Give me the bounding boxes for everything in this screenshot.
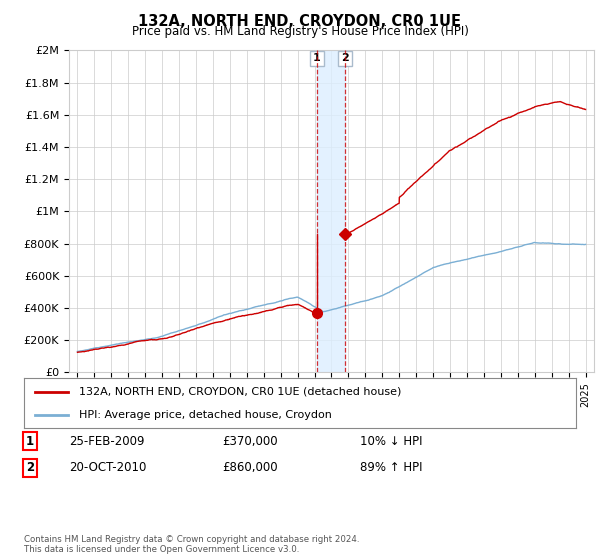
Text: 132A, NORTH END, CROYDON, CR0 1UE (detached house): 132A, NORTH END, CROYDON, CR0 1UE (detac… [79,386,401,396]
Text: HPI: Average price, detached house, Croydon: HPI: Average price, detached house, Croy… [79,410,332,420]
Text: 2: 2 [26,461,34,474]
Text: £860,000: £860,000 [222,461,278,474]
Text: £370,000: £370,000 [222,435,278,448]
Text: 2: 2 [341,53,349,63]
Text: 25-FEB-2009: 25-FEB-2009 [69,435,145,448]
Text: Price paid vs. HM Land Registry's House Price Index (HPI): Price paid vs. HM Land Registry's House … [131,25,469,38]
Text: 132A, NORTH END, CROYDON, CR0 1UE: 132A, NORTH END, CROYDON, CR0 1UE [139,14,461,29]
Text: 89% ↑ HPI: 89% ↑ HPI [360,461,422,474]
Text: 1: 1 [313,53,321,63]
Text: 20-OCT-2010: 20-OCT-2010 [69,461,146,474]
Text: 1: 1 [26,435,34,448]
Bar [317,50,345,372]
Text: Contains HM Land Registry data © Crown copyright and database right 2024.
This d: Contains HM Land Registry data © Crown c… [24,535,359,554]
Text: 10% ↓ HPI: 10% ↓ HPI [360,435,422,448]
